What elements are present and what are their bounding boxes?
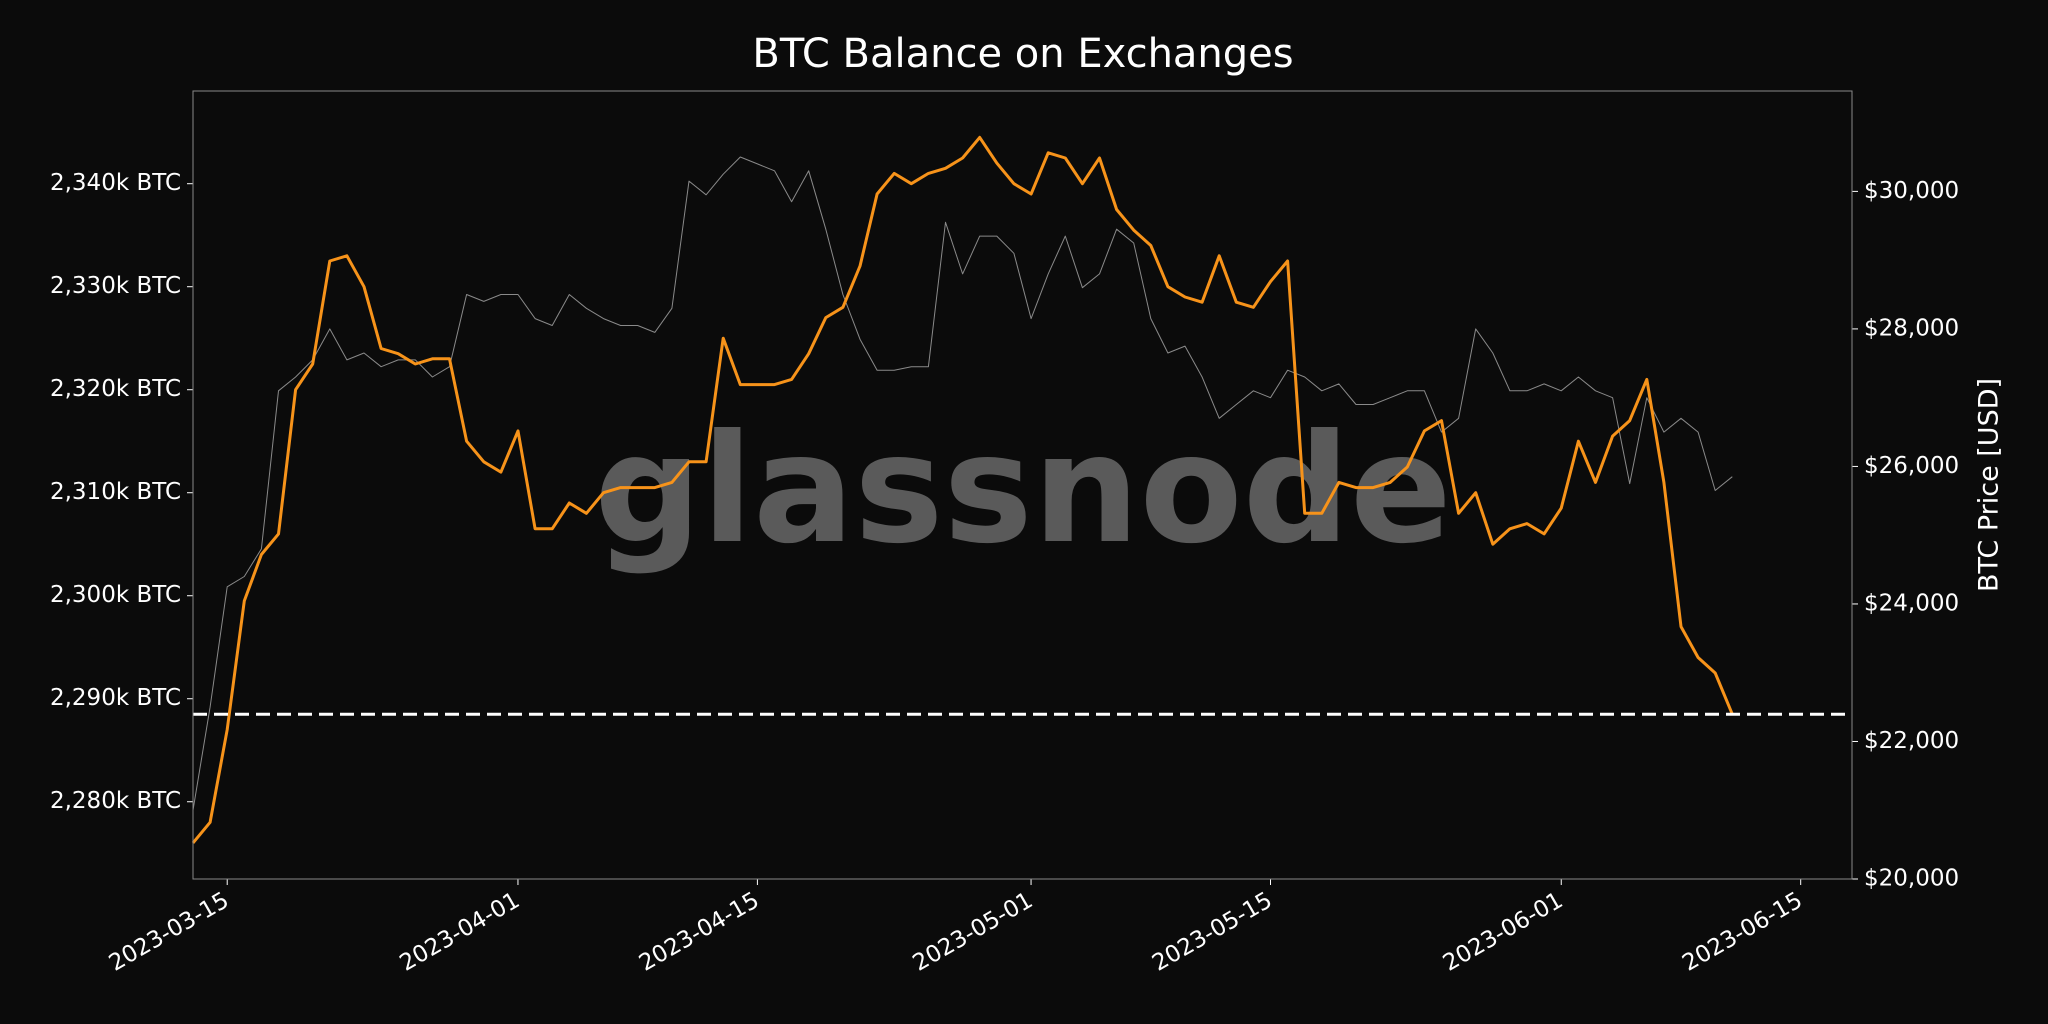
chart-title: BTC Balance on Exchanges [752,31,1293,77]
series-line [192,156,1733,811]
y-tick-label: 2,310k BTC [50,479,181,505]
plot-frame [192,90,1853,880]
y2-tick-label: $24,000 [1864,590,1959,616]
y-tick-label: 2,340k BTC [50,170,181,196]
y2-axis-label: BTC Price [USD] [1974,378,2005,592]
y-tick-label: 2,330k BTC [50,273,181,299]
y2-tick-label: $28,000 [1864,315,1959,341]
y-tick-label: 2,290k BTC [50,685,181,711]
y2-tick-label: $20,000 [1864,866,1959,892]
series-line [191,135,1734,844]
y-tick-label: 2,280k BTC [50,788,181,814]
y-tick-label: 2,300k BTC [50,582,181,608]
watermark: glassnode [594,403,1452,577]
y2-tick-label: $30,000 [1864,178,1959,204]
y-tick-label: 2,320k BTC [50,376,181,402]
y2-tick-label: $22,000 [1864,728,1959,754]
y2-tick-label: $26,000 [1864,453,1959,479]
